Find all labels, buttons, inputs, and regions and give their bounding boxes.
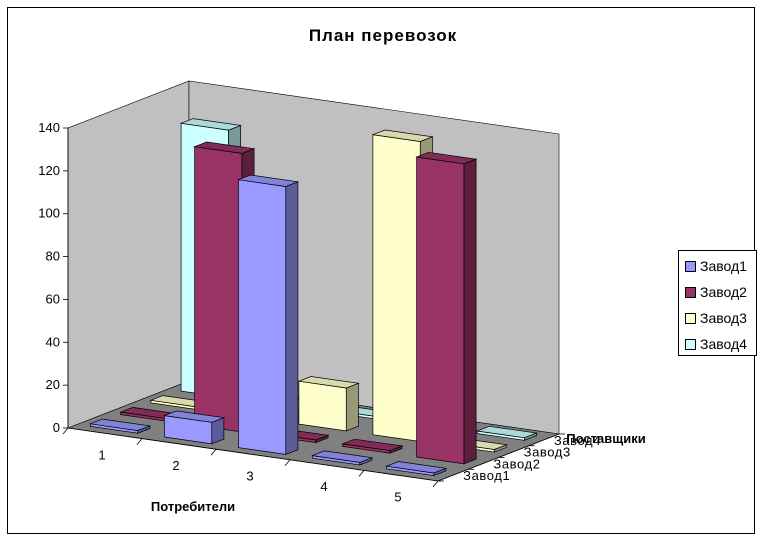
bar-top	[297, 376, 360, 389]
bar	[311, 450, 374, 466]
bar	[341, 438, 404, 454]
legend-label: Завод4	[700, 336, 747, 352]
series-axis-tick-label: Завод4	[554, 433, 601, 448]
legend-item: Завод1	[685, 253, 756, 279]
category-axis-tick-label: 1	[98, 447, 105, 462]
value-axis-tick-label: 80	[46, 249, 60, 264]
legend-swatch	[685, 312, 696, 324]
bar-top	[385, 461, 448, 474]
category-axis-tick	[136, 438, 143, 445]
bar-top	[89, 418, 152, 431]
value-axis-tick-label: 60	[46, 291, 60, 306]
value-axis-tick-label: 140	[38, 120, 60, 135]
legend-swatch	[685, 338, 696, 350]
bar-top	[179, 118, 242, 131]
category-axis-tick	[62, 427, 69, 435]
legend-label: Завод1	[700, 258, 747, 274]
series-axis-tick-label: Завод3	[524, 445, 571, 460]
value-axis-tick-label: 0	[53, 420, 60, 435]
chart-bars	[89, 118, 538, 477]
bar-side	[463, 158, 477, 465]
series-axis-tick-label: Завод2	[493, 456, 540, 471]
legend-label: Завод3	[700, 310, 747, 326]
bar	[89, 418, 152, 434]
value-axis-tick-label: 100	[38, 206, 60, 221]
category-axis-tick-label: 2	[172, 458, 179, 473]
bar	[237, 174, 300, 455]
value-axis-tick-label: 20	[46, 377, 60, 392]
depth-axis-title: Поставщики	[566, 431, 645, 446]
bar-front	[372, 134, 421, 442]
chart-axes: 02040608010012014012345Завод1Завод2Завод…	[38, 120, 601, 505]
category-axis-tick-label: 4	[320, 479, 327, 494]
series-axis-tick-label: Завод1	[463, 468, 510, 483]
bar-side	[285, 181, 299, 455]
side-wall	[67, 80, 190, 429]
category-axis-tick-label: 5	[394, 490, 401, 505]
chart-frame: План перевозок 0 20 40 60 80 100 120 140 1 2 3 4 5 За…	[7, 7, 757, 534]
bar-top	[371, 129, 434, 142]
bar-side	[345, 382, 359, 432]
bar-front	[298, 380, 347, 432]
legend-item: Завод4	[685, 331, 756, 357]
chart-plot: План перевозок 0 20 40 60 80 100 120 140 1 2 3 4 5 За…	[38, 26, 645, 514]
legend-swatch	[685, 260, 696, 272]
bar-top	[475, 425, 538, 439]
bar-top	[193, 141, 256, 154]
legend-swatch	[685, 286, 696, 298]
bar-front	[238, 179, 287, 455]
legend-label: Завод2	[700, 284, 747, 300]
category-axis-tick-label: 3	[246, 469, 253, 484]
bar	[385, 461, 448, 477]
category-axis-tick	[210, 448, 217, 456]
chart-legend: Завод1 Завод2 Завод3 Завод4	[678, 250, 757, 356]
category-axis-tick	[432, 480, 439, 488]
category-axis-tick	[284, 459, 291, 467]
legend-item: Завод3	[685, 305, 756, 331]
legend-item: Завод2	[685, 279, 756, 305]
bar-top	[237, 174, 300, 187]
bar	[297, 376, 360, 432]
bar-top	[341, 438, 404, 451]
bar	[415, 151, 478, 465]
bar	[163, 410, 226, 445]
bar-top	[163, 410, 226, 423]
bar-top	[415, 151, 478, 165]
category-axis-line	[67, 427, 439, 482]
chart-title: План перевозок	[309, 26, 457, 45]
bar-top	[311, 450, 374, 463]
bar	[475, 425, 538, 441]
bar-front	[194, 146, 243, 433]
value-axis-tick-label: 40	[46, 334, 60, 349]
bar-front	[416, 156, 465, 465]
x-axis-title: Потребители	[151, 499, 235, 514]
category-axis-tick	[358, 470, 365, 477]
value-axis-tick-label: 120	[38, 163, 60, 178]
